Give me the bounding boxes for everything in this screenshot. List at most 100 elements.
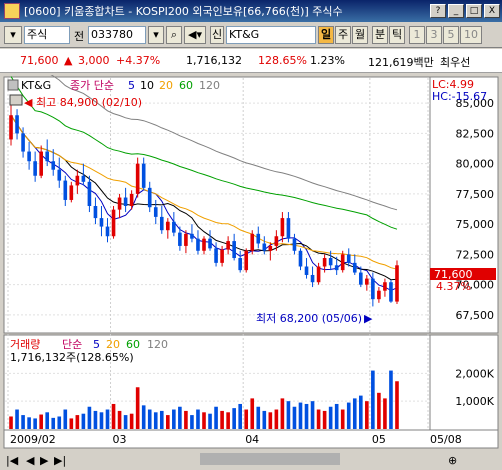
- volume-bar: [389, 370, 393, 429]
- candle-body: [214, 248, 218, 263]
- candle-body: [365, 278, 369, 285]
- code-dropdown-button[interactable]: ▾: [148, 26, 164, 44]
- price-axis-panel: [429, 76, 499, 334]
- volume-bar: [184, 410, 188, 429]
- price-tick-label: 80,000: [456, 158, 495, 171]
- candle-body: [383, 282, 387, 291]
- menu-icon[interactable]: ▾: [4, 26, 22, 44]
- price-panel: [3, 76, 431, 334]
- credit-label[interactable]: 신: [210, 26, 224, 44]
- candle-body: [196, 238, 200, 251]
- interval-5-button[interactable]: 5: [443, 26, 459, 44]
- prev-label: 전: [74, 30, 85, 43]
- stock-name-value: KT&G: [229, 28, 260, 41]
- period-week-button[interactable]: 주: [335, 26, 351, 44]
- volume-bar: [250, 398, 255, 429]
- scroll-next-icon[interactable]: ▶: [40, 454, 49, 467]
- candle-body: [358, 272, 363, 285]
- volume-bar: [202, 412, 206, 429]
- price-tick-label: 85,000: [456, 97, 495, 110]
- candle-body: [123, 197, 128, 206]
- help-button[interactable]: ?: [430, 4, 446, 18]
- volume-bar: [81, 413, 86, 429]
- volume-bar: [21, 415, 25, 429]
- date-axis-panel: [3, 429, 499, 449]
- volume-bar: [63, 409, 68, 429]
- volume-bar: [153, 412, 158, 429]
- candle-body: [178, 232, 182, 246]
- legend-toggle-icon[interactable]: [7, 79, 19, 91]
- period-day-button[interactable]: 일: [318, 26, 334, 44]
- maximize-button[interactable]: □: [466, 4, 482, 18]
- window-title: [0600] 키움종합차트 - KOSPI200 외국인보유[66,766(천)…: [24, 5, 343, 18]
- candle-body: [226, 241, 230, 250]
- period-minute-button[interactable]: 분: [372, 26, 388, 44]
- interval-3-button[interactable]: 3: [426, 26, 442, 44]
- candle-body: [172, 221, 176, 233]
- candle-body: [232, 241, 236, 259]
- stock-name-field: KT&G: [226, 26, 316, 44]
- last-pct-label: 4.37%: [436, 280, 471, 293]
- date-tick-label: 05/08: [430, 433, 462, 446]
- close-button[interactable]: X: [484, 4, 500, 18]
- scroll-prev-icon[interactable]: ◀: [26, 454, 35, 467]
- last-price-label: 71,600: [434, 268, 473, 281]
- volume-bar: [286, 401, 291, 429]
- candle-body: [220, 249, 224, 263]
- candle-body: [27, 151, 31, 162]
- candle-body: [135, 163, 140, 194]
- candle-body: [250, 233, 255, 251]
- volume-bar: [244, 409, 249, 429]
- period-tick-button[interactable]: 틱: [389, 26, 405, 44]
- volume-bar: [352, 398, 357, 429]
- lc-label: LC:4.99: [432, 78, 474, 91]
- candle-body: [87, 181, 92, 206]
- quote-bar: 71,600 ▲ 3,000 +4.37% 1,716,132 128.65% …: [0, 49, 502, 73]
- candle-body: [57, 169, 62, 181]
- price-tick-label: 72,500: [456, 248, 495, 261]
- price-tick-label: 75,000: [456, 218, 495, 231]
- volume-bar: [9, 416, 13, 429]
- volume-bar: [256, 406, 261, 429]
- legend-ma20: 20: [159, 79, 173, 92]
- interval-1-button[interactable]: 1: [409, 26, 425, 44]
- candle-body: [184, 233, 188, 246]
- scroll-thumb[interactable]: [200, 453, 340, 465]
- high-annotation: 최고 84,900 (02/10): [36, 96, 142, 109]
- candle-body: [21, 133, 25, 152]
- volume-bar: [322, 410, 327, 429]
- candle-body: [129, 193, 134, 206]
- volume-bar: [111, 403, 116, 429]
- candle-body: [268, 245, 273, 251]
- volume-bar: [220, 410, 224, 429]
- volume-bar: [304, 403, 309, 429]
- speaker-icon[interactable]: ◀▾: [184, 26, 206, 44]
- minimize-button[interactable]: _: [448, 4, 464, 18]
- price-chart[interactable]: 85,000 82,500 80,000 77,500 75,000 72,500 70,0…: [0, 75, 502, 470]
- ma-20-line: [10, 115, 398, 270]
- volume-bar: [141, 405, 146, 429]
- scroll-last-icon[interactable]: ▶|: [54, 454, 66, 467]
- current-price: 71,600: [20, 54, 59, 67]
- volume-bar: [105, 409, 110, 429]
- low-annotation: 최저 68,200 (05/06): [256, 312, 362, 325]
- up-arrow-icon: ▲: [64, 54, 73, 67]
- ma-120-line: [50, 75, 398, 211]
- candle-body: [141, 163, 146, 188]
- volume-bar: [147, 409, 152, 429]
- volume-bar: [334, 403, 339, 429]
- candle-body: [298, 250, 303, 267]
- interval-10-button[interactable]: 10: [460, 26, 482, 44]
- volume-bar: [75, 415, 80, 429]
- candle-body: [340, 254, 345, 271]
- period-month-button[interactable]: 월: [352, 26, 368, 44]
- grid-toggle-icon[interactable]: [9, 94, 23, 106]
- search-icon[interactable]: ⌕: [166, 26, 182, 44]
- candle-body: [99, 218, 104, 227]
- volume-bar: [340, 409, 345, 429]
- market-select[interactable]: 주식: [24, 26, 70, 44]
- scroll-first-icon[interactable]: |◀: [6, 454, 19, 467]
- stock-code-input[interactable]: 033780: [88, 26, 146, 44]
- volume-bars: [9, 370, 399, 429]
- zoom-icon[interactable]: ⊕: [448, 454, 457, 467]
